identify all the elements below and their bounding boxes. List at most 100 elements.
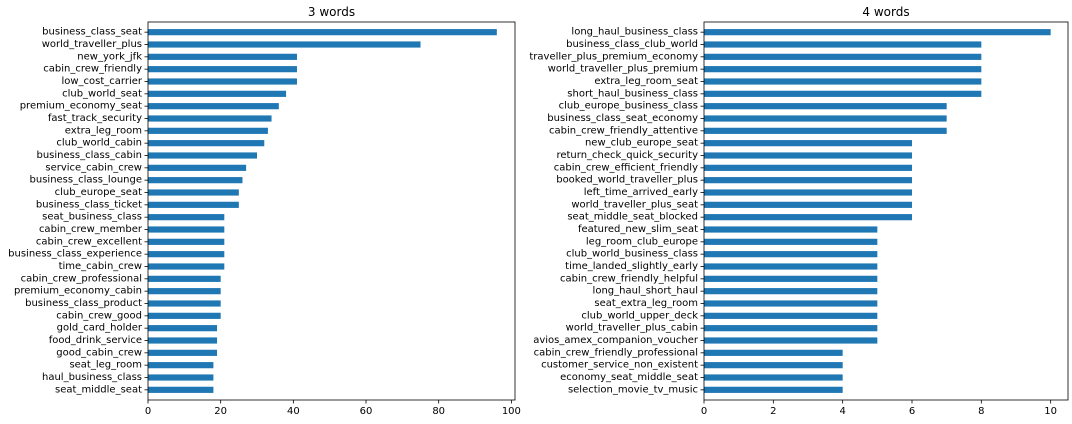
category-label: club_world_seat [62, 88, 142, 99]
bar-world-traveller-plus-premium [704, 66, 982, 73]
bar-premium-economy-cabin [148, 288, 221, 295]
bar-food-drink-service [148, 337, 218, 344]
category-label: premium_economy_seat [20, 101, 142, 112]
bar-good-cabin-crew [148, 349, 218, 356]
bar-cabin-crew-friendly-attentive [704, 127, 947, 134]
bar-premium-economy-seat [148, 103, 279, 110]
category-label: club_world_upper_deck [581, 310, 698, 321]
category-label: short_haul_business_class [567, 88, 698, 99]
bar-short-haul-business-class [704, 90, 982, 97]
category-label: long_haul_short_haul [593, 286, 698, 297]
x-tick-label: 10 [1044, 406, 1057, 417]
category-label: cabin_crew_excellent [36, 236, 142, 247]
bar-business-class-club-world [704, 41, 982, 48]
bar-featured-new-slim-seat [704, 226, 878, 233]
bar-seat-extra-leg-room [704, 300, 878, 307]
bar-cabin-crew-member [148, 226, 225, 233]
category-label: cabin_crew_member [39, 224, 143, 235]
x-tick-label: 4 [839, 406, 845, 417]
category-label: business_class_ticket [36, 199, 142, 210]
x-tick-label: 0 [145, 406, 151, 417]
category-label: extra_leg_room_seat [594, 76, 698, 87]
bar-cabin-crew-good [148, 312, 221, 319]
category-label: seat_business_class [42, 212, 142, 223]
category-label: business_class_product [25, 298, 142, 309]
bar-business-class-seat [148, 29, 497, 36]
category-label: return_check_quick_security [556, 150, 698, 161]
bar-service-cabin-crew [148, 164, 247, 171]
category-label: new_york_jfk [77, 51, 142, 62]
bar-seat-middle-seat [148, 386, 214, 393]
bar-seat-middle-seat-blocked [704, 214, 912, 221]
plot-frame [147, 21, 516, 401]
bar-cabin-crew-excellent [148, 238, 225, 245]
chart-title: 3 words [308, 5, 355, 19]
category-label: seat_leg_room [69, 360, 142, 371]
category-label: world_traveller_plus [42, 39, 142, 50]
category-label: left_time_arrived_early [584, 187, 698, 198]
category-label: avios_amex_companion_voucher [533, 335, 699, 346]
category-label: seat_extra_leg_room [594, 298, 698, 309]
category-label: low_cost_carrier [61, 76, 142, 87]
bar-cabin-crew-efficient-friendly [704, 164, 912, 171]
category-label: booked_world_traveller_plus [556, 175, 698, 186]
category-label: fast_track_security [48, 113, 142, 124]
category-label: haul_business_class [42, 372, 142, 383]
chart-3-words: business_class_seatworld_traveller_plusn… [8, 5, 521, 417]
bar-haul-business-class [148, 374, 214, 381]
bar-return-check-quick-security [704, 152, 912, 159]
category-label: long_haul_business_class [571, 27, 698, 38]
bar-long-haul-short-haul [704, 288, 878, 295]
bar-customer-service-non-existent [704, 362, 843, 369]
x-tick-label: 20 [214, 406, 227, 417]
bar-long-haul-business-class [704, 29, 1051, 36]
bar-club-world-seat [148, 90, 287, 97]
category-label: cabin_crew_friendly_helpful [560, 273, 698, 284]
category-label: service_cabin_crew [45, 162, 142, 173]
x-tick-label: 0 [701, 406, 707, 417]
category-label: selection_movie_tv_music [568, 384, 698, 395]
category-label: cabin_crew_friendly_attentive [549, 125, 698, 136]
bar-seat-business-class [148, 214, 225, 221]
category-label: business_class_cabin [37, 150, 143, 161]
bar-avios-amex-companion-voucher [704, 337, 878, 344]
bar-economy-seat-middle-seat [704, 374, 843, 381]
plot-frame [703, 21, 1069, 401]
category-label: customer_service_non_existent [541, 360, 698, 371]
bar-new-york-jfk [148, 53, 297, 60]
bar-left-time-arrived-early [704, 189, 912, 196]
bar-club-world-upper-deck [704, 312, 878, 319]
chart-4-words: long_haul_business_classbusiness_class_c… [529, 5, 1069, 417]
bar-time-cabin-crew [148, 263, 225, 270]
bar-extra-leg-room-seat [704, 78, 982, 85]
category-label: club_world_business_class [566, 249, 698, 260]
bar-world-traveller-plus-cabin [704, 325, 878, 332]
category-label: business_class_experience [8, 249, 142, 260]
bar-business-class-product [148, 300, 221, 307]
bar-new-club-europe-seat [704, 140, 912, 147]
bar-cabin-crew-friendly-professional [704, 349, 843, 356]
bar-selection-movie-tv-music [704, 386, 843, 393]
category-label: traveller_plus_premium_economy [529, 51, 698, 62]
bar-traveller-plus-premium-economy [704, 53, 982, 60]
bar-cabin-crew-friendly-helpful [704, 275, 878, 282]
bar-leg-room-club-europe [704, 238, 878, 245]
bar-club-world-business-class [704, 251, 878, 258]
bar-time-landed-slightly-early [704, 263, 878, 270]
category-label: extra_leg_room [65, 125, 142, 136]
category-label: cabin_crew_efficient_friendly [554, 162, 698, 173]
x-tick-label: 60 [360, 406, 373, 417]
category-label: business_class_club_world [566, 39, 698, 50]
category-label: world_traveller_plus_seat [571, 199, 698, 210]
category-label: seat_middle_seat [55, 384, 142, 395]
x-tick-label: 2 [770, 406, 776, 417]
category-label: world_traveller_plus_premium [548, 64, 698, 75]
x-tick-label: 6 [909, 406, 915, 417]
x-tick-label: 8 [978, 406, 984, 417]
category-label: seat_middle_seat_blocked [567, 212, 698, 223]
category-label: club_europe_seat [55, 187, 142, 198]
category-label: food_drink_service [49, 335, 142, 346]
bar-club-world-cabin [148, 140, 265, 147]
bar-world-traveller-plus [148, 41, 421, 48]
